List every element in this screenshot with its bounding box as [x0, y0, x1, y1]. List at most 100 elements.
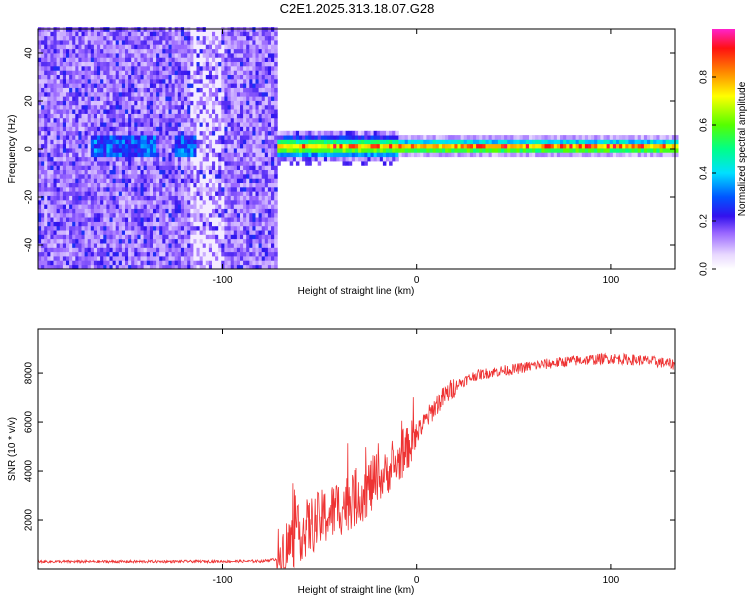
- spectrogram-cell: [255, 243, 260, 248]
- spectrogram-cell: [156, 100, 160, 106]
- spectrogram-cell: [75, 74, 79, 80]
- spectrogram-cell: [258, 130, 263, 136]
- spectrogram-cell: [66, 31, 70, 37]
- spectrogram-cell: [255, 96, 260, 101]
- spectrogram-cell: [72, 117, 76, 123]
- spectrogram-cell: [87, 57, 92, 63]
- spectrogram-cell: [249, 122, 253, 127]
- spectrogram-cell: [246, 212, 250, 218]
- spectrogram-cell: [184, 96, 188, 101]
- spectrogram-cell: [193, 204, 197, 209]
- spectrogram-cell: [221, 264, 225, 270]
- spectrogram-cell: [267, 113, 272, 119]
- spectrogram-cell: [50, 256, 54, 261]
- spectrogram-cell: [137, 57, 141, 63]
- spectrogram-cell: [121, 78, 126, 84]
- spectrogram-cell: [311, 139, 315, 145]
- spectrogram-cell: [75, 57, 79, 63]
- spectrogram-cell: [205, 66, 210, 71]
- spectrogram-cell: [174, 152, 179, 158]
- spectrogram-cell: [240, 161, 244, 166]
- spectrogram-cell: [84, 195, 89, 201]
- spectrogram-cell: [370, 152, 375, 158]
- spectrogram-cell: [236, 40, 241, 45]
- spectrogram-cell: [302, 139, 306, 145]
- spectrogram-cell: [149, 230, 154, 235]
- spectrogram-cell: [118, 70, 123, 76]
- spectrogram-cell: [47, 44, 51, 50]
- spectrogram-cell: [134, 31, 138, 37]
- spectrogram-cell: [56, 217, 61, 222]
- spectrogram-cell: [140, 53, 145, 58]
- spectrogram-cell: [44, 199, 48, 205]
- spectrogram-cell: [550, 139, 555, 145]
- spectrogram-cell: [168, 91, 173, 97]
- spectrogram-cell: [84, 260, 89, 266]
- spectrogram-cell: [258, 126, 263, 132]
- spectrogram-cell: [106, 264, 110, 270]
- spectrogram-cell: [168, 53, 173, 58]
- spectrogram-cell: [87, 152, 92, 158]
- spectrogram-cell: [233, 104, 238, 110]
- spectrogram-cell: [448, 135, 452, 140]
- spectrogram-cell: [255, 165, 260, 171]
- spectrogram-cell: [38, 186, 42, 192]
- spectrogram-cell: [255, 238, 260, 244]
- spectrogram-cell: [243, 122, 247, 127]
- spectrogram-cell: [81, 152, 86, 158]
- spectrogram-cell: [180, 247, 185, 253]
- spectrogram-cell: [62, 96, 67, 101]
- spectrogram-cell: [252, 113, 256, 119]
- spectrogram-cell: [128, 247, 132, 253]
- spectrogram-cell: [128, 130, 132, 136]
- spectrogram-cell: [212, 264, 216, 270]
- spectrogram-cell: [193, 212, 197, 218]
- spectrogram-cell: [156, 40, 160, 45]
- spectrogram-cell: [392, 156, 396, 162]
- spectrogram-cell: [243, 117, 247, 123]
- spectrogram-cell: [156, 31, 160, 37]
- spectrogram-cell: [367, 152, 371, 158]
- spectrogram-cell: [442, 143, 446, 149]
- spectrogram-cell: [72, 169, 76, 175]
- spectrogram-cell: [72, 256, 76, 261]
- spectrogram-cell: [106, 234, 110, 240]
- spectrogram-cell: [236, 35, 241, 41]
- spectrogram-cell: [44, 225, 48, 231]
- spectrogram-cell: [78, 35, 82, 41]
- spectrogram-cell: [38, 66, 42, 71]
- spectrogram-cell: [38, 234, 42, 240]
- spectrogram-cell: [162, 182, 166, 188]
- spectrogram-cell: [199, 243, 204, 248]
- spectrogram-cell: [193, 53, 197, 58]
- spectrogram-cell: [72, 57, 76, 63]
- spectrogram-cell: [103, 208, 107, 214]
- spectrogram-cell: [271, 260, 275, 266]
- spectrogram-cell: [62, 126, 67, 132]
- spectrogram-cell: [103, 199, 107, 205]
- spectrogram-cell: [212, 165, 216, 171]
- spectrogram-cell: [100, 74, 104, 80]
- spectrogram-cell: [159, 199, 163, 205]
- spectrogram-cell: [93, 126, 98, 132]
- spectrogram-cell: [351, 135, 356, 140]
- spectrogram-cell: [180, 135, 185, 140]
- spectrogram-cell: [131, 260, 135, 266]
- spectrogram-cell: [59, 186, 64, 192]
- spectrogram-cell: [457, 139, 462, 145]
- spectrogram-cell: [128, 243, 132, 248]
- spectrogram-cell: [165, 91, 169, 97]
- spectrogram-cell: [426, 143, 430, 149]
- spectrogram-cell: [66, 212, 70, 218]
- spectrogram-cell: [606, 135, 611, 140]
- spectrogram-cell: [100, 139, 104, 145]
- spectrogram-cell: [274, 195, 278, 201]
- spectrogram-cell: [218, 225, 222, 231]
- spectrogram-cell: [93, 117, 98, 123]
- spectrogram-cell: [252, 87, 256, 93]
- spectrogram-cell: [162, 83, 166, 88]
- spectrogram-cell: [97, 152, 101, 158]
- spectrogram-cell: [168, 238, 173, 244]
- spectrogram-cell: [556, 135, 561, 140]
- spectrogram-cell: [168, 135, 173, 140]
